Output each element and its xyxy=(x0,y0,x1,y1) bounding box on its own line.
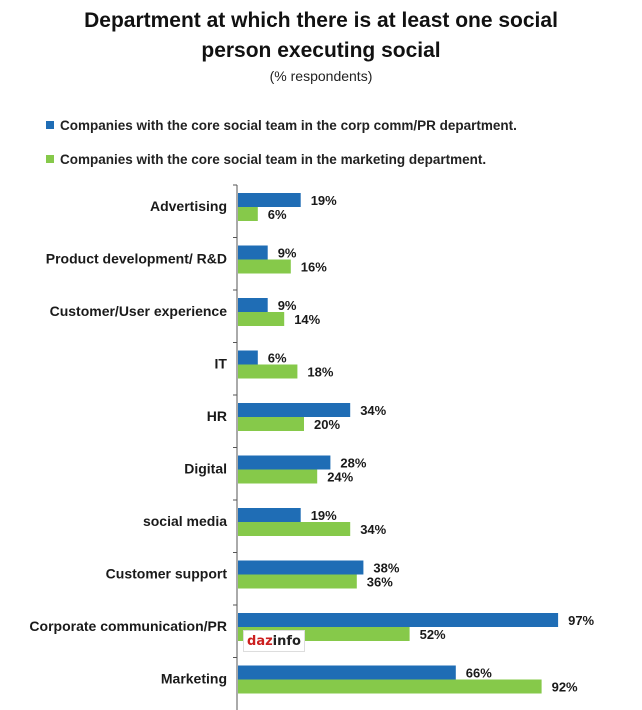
bar-corp-comm-hr xyxy=(238,403,351,417)
legend-label-marketing: Companies with the core social team in t… xyxy=(60,151,487,167)
data-label-corp-comm-corporate-communication-pr: 97% xyxy=(568,613,594,628)
bar-marketing-digital xyxy=(238,469,318,484)
bar-corp-comm-corporate-communication-pr xyxy=(238,613,559,627)
chart-title: Department at which there is at least on… xyxy=(0,6,642,66)
category-label-marketing: Marketing xyxy=(161,671,227,687)
data-label-marketing-corporate-communication-pr: 52% xyxy=(420,627,446,642)
bar-corp-comm-digital xyxy=(238,455,331,470)
category-label-it: IT xyxy=(215,356,228,372)
category-label-social-media: social media xyxy=(143,513,227,529)
data-label-marketing-product-development-r-d: 16% xyxy=(301,260,327,275)
bar-corp-comm-product-development-r-d xyxy=(238,245,268,260)
bar-corp-comm-it xyxy=(238,350,258,365)
chart-title-line-1: Department at which there is at least on… xyxy=(84,9,558,32)
category-label-advertising: Advertising xyxy=(150,198,227,214)
bar-marketing-customer-support xyxy=(238,574,357,589)
bar-marketing-customer-user-experience xyxy=(238,312,285,326)
data-label-corp-comm-digital: 28% xyxy=(340,456,366,471)
bar-marketing-product-development-r-d xyxy=(238,259,291,274)
legend-item-corp-comm: Companies with the core social team in t… xyxy=(46,108,517,142)
data-label-corp-comm-customer-support: 38% xyxy=(373,561,399,576)
data-label-corp-comm-customer-user-experience: 9% xyxy=(278,298,297,313)
data-label-marketing-hr: 20% xyxy=(314,417,340,432)
data-label-marketing-customer-user-experience: 14% xyxy=(294,312,320,327)
data-label-corp-comm-product-development-r-d: 9% xyxy=(278,246,297,261)
data-label-corp-comm-social-media: 19% xyxy=(311,508,337,523)
legend-swatch-corp-comm xyxy=(46,121,54,129)
chart-subtitle: (% respondents) xyxy=(269,68,373,84)
bar-marketing-marketing xyxy=(238,679,542,694)
data-label-marketing-social-media: 34% xyxy=(360,522,386,537)
bar-marketing-it xyxy=(238,364,298,379)
bar-corp-comm-social-media xyxy=(238,508,301,522)
legend-item-marketing: Companies with the core social team in t… xyxy=(46,142,517,176)
data-label-corp-comm-hr: 34% xyxy=(360,403,386,418)
bar-corp-comm-customer-support xyxy=(238,560,364,575)
logo-text-part-2: info xyxy=(272,633,301,649)
bar-marketing-advertising xyxy=(238,207,258,221)
data-label-marketing-it: 18% xyxy=(307,365,333,380)
bar-corp-comm-marketing xyxy=(238,665,456,680)
data-label-marketing-marketing: 92% xyxy=(552,680,578,695)
category-label-hr: HR xyxy=(207,408,227,424)
data-label-corp-comm-it: 6% xyxy=(268,351,287,366)
bar-marketing-social-media xyxy=(238,522,351,536)
category-label-customer-user-experience: Customer/User experience xyxy=(50,303,228,319)
logo-text-part-1: daz xyxy=(247,633,273,649)
data-label-marketing-customer-support: 36% xyxy=(367,575,393,590)
bar-corp-comm-customer-user-experience xyxy=(238,298,268,312)
category-label-product-development-r-d: Product development/ R&D xyxy=(46,251,227,267)
data-label-corp-comm-marketing: 66% xyxy=(466,666,492,681)
category-label-corporate-communication-pr: Corporate communication/PR xyxy=(29,618,227,634)
legend-label-corp-comm: Companies with the core social team in t… xyxy=(60,117,517,133)
data-label-marketing-advertising: 6% xyxy=(268,207,287,222)
chart-title-line-2: person executing social xyxy=(201,39,441,62)
legend-swatch-marketing xyxy=(46,155,54,163)
category-label-digital: Digital xyxy=(184,461,227,477)
data-label-corp-comm-advertising: 19% xyxy=(311,193,337,208)
dazeinfo-logo: daz info xyxy=(243,630,305,652)
category-label-customer-support: Customer support xyxy=(106,566,228,582)
legend: Companies with the core social team in t… xyxy=(46,108,517,176)
bar-corp-comm-advertising xyxy=(238,193,301,207)
data-label-marketing-digital: 24% xyxy=(327,470,353,485)
bar-marketing-hr xyxy=(238,417,304,431)
